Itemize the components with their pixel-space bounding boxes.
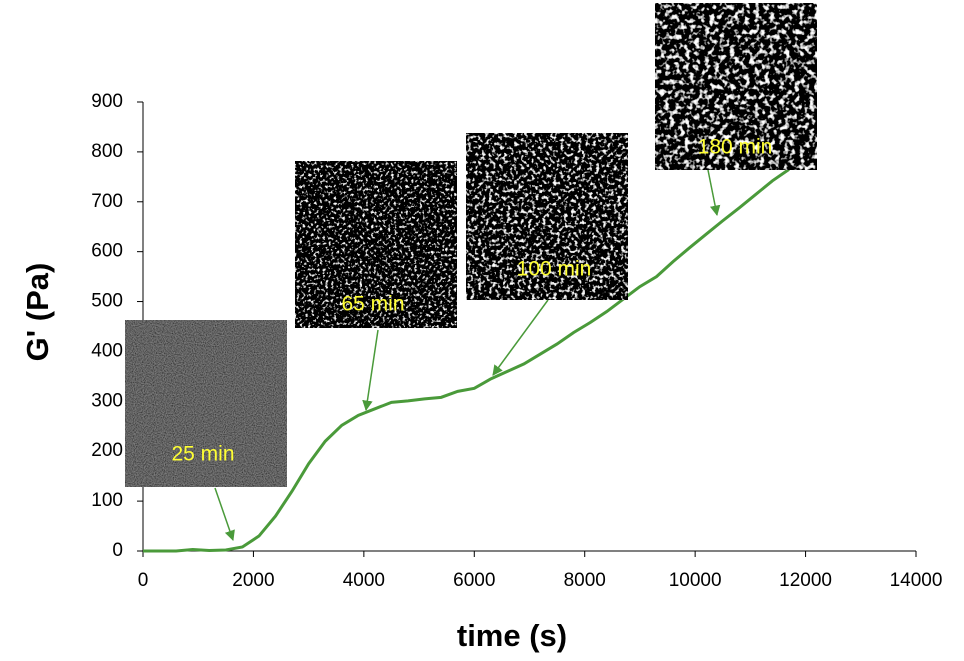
y-tick-label: 200 xyxy=(91,440,123,461)
micrograph-texture xyxy=(295,161,457,328)
annotation-arrow xyxy=(707,169,721,217)
y-tick-label: 900 xyxy=(91,91,123,112)
x-tick-label: 8000 xyxy=(564,570,606,591)
annotation-label: 65 min xyxy=(341,293,404,316)
annotation-arrow xyxy=(362,329,379,412)
micrograph-texture xyxy=(466,133,628,300)
x-tick-label: 12000 xyxy=(779,570,832,591)
annotation-arrow xyxy=(492,299,549,376)
x-axis-title: time (s) xyxy=(457,618,567,653)
annotation-label: 100 min xyxy=(517,258,592,281)
y-tick-label: 400 xyxy=(91,340,123,361)
y-axis-title: G' (Pa) xyxy=(20,263,55,362)
y-tick-label: 500 xyxy=(91,291,123,312)
x-tick-label: 10000 xyxy=(669,570,722,591)
x-tick-label: 0 xyxy=(138,570,149,591)
y-tick-label: 600 xyxy=(91,241,123,262)
x-tick-label: 14000 xyxy=(890,570,943,591)
x-tick-label: 6000 xyxy=(453,570,495,591)
y-tick-label: 700 xyxy=(91,191,123,212)
y-tick-label: 100 xyxy=(91,490,123,511)
y-tick-label: 800 xyxy=(91,141,123,162)
y-tick-label: 300 xyxy=(91,390,123,411)
x-tick-label: 2000 xyxy=(232,570,274,591)
x-tick-label: 4000 xyxy=(343,570,385,591)
annotation-arrow xyxy=(214,487,235,541)
micrograph-texture xyxy=(655,3,817,170)
annotation-label: 25 min xyxy=(171,443,234,466)
annotation-label: 180 min xyxy=(698,136,773,159)
y-tick-label: 0 xyxy=(112,540,123,561)
micrograph-texture xyxy=(125,320,287,487)
data-line xyxy=(143,168,790,553)
